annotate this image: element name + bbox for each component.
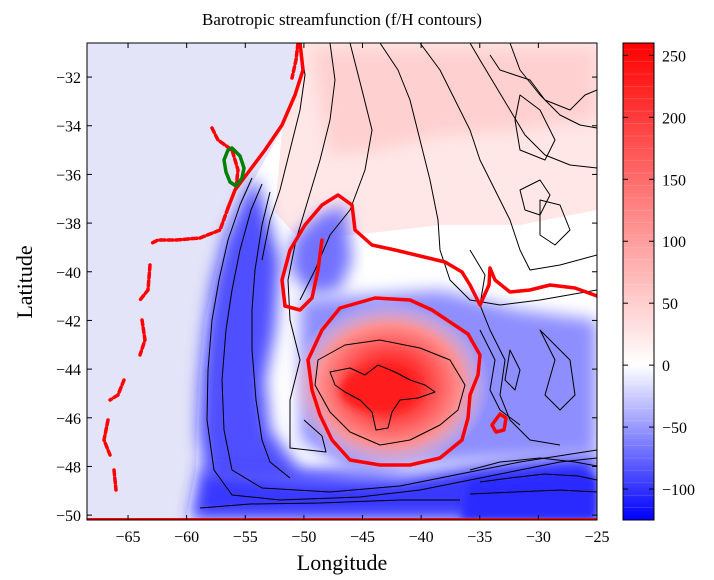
plot-area xyxy=(87,43,597,520)
fh-contour xyxy=(479,329,521,426)
colorbar-frame xyxy=(622,42,655,521)
fh-contour xyxy=(479,473,597,483)
y-tick-label: −42 xyxy=(56,313,81,330)
zero-contour-eddy xyxy=(490,412,508,434)
x-tick-label: −35 xyxy=(467,529,492,546)
chart-title: Barotropic streamfunction (f/H contours) xyxy=(202,10,482,29)
fh-contour xyxy=(469,43,597,169)
colorbar-ticks: 250 200 150 100 50 0 −50 −100 xyxy=(623,48,695,499)
colorbar-tick-label: −100 xyxy=(662,482,695,499)
x-tick-label: −45 xyxy=(350,529,375,546)
fh-contour xyxy=(221,183,597,493)
y-tick-label: −32 xyxy=(56,70,81,87)
fh-contour xyxy=(379,43,597,306)
fh-contour xyxy=(419,43,597,271)
y-tick-label: −48 xyxy=(56,459,81,476)
fh-contour xyxy=(519,179,551,216)
colorbar-tick-label: 200 xyxy=(662,110,686,127)
colorbar-tick-label: −50 xyxy=(662,420,687,437)
x-tick-label: −30 xyxy=(526,529,551,546)
highlight-contour xyxy=(222,146,246,188)
colorbar-gradient xyxy=(623,43,654,520)
fh-contour xyxy=(287,43,336,453)
y-tick-label: −38 xyxy=(56,216,81,233)
fh-contour xyxy=(314,339,466,446)
y-tick-label: −44 xyxy=(56,362,81,379)
fh-contour xyxy=(469,249,561,446)
colorbar: 250 200 150 100 50 0 −50 −100 xyxy=(622,42,695,521)
fh-contour xyxy=(329,364,436,431)
fh-contour xyxy=(469,457,597,471)
zero-contour-tongue xyxy=(280,193,597,308)
fh-contours xyxy=(199,43,597,509)
zero-contours xyxy=(87,43,597,520)
fh-contour xyxy=(539,329,576,411)
y-tick-label: −34 xyxy=(56,119,81,136)
fh-contour xyxy=(251,191,291,479)
colorbar-tick-label: 150 xyxy=(662,172,686,189)
fh-contour xyxy=(206,177,597,501)
y-tick-label: −36 xyxy=(56,167,81,184)
colorbar-tick-label: 0 xyxy=(662,358,670,375)
x-tick-label: −65 xyxy=(116,529,141,546)
fh-contour xyxy=(469,489,597,495)
fh-contour xyxy=(509,43,597,129)
south-east-low-field xyxy=(460,470,597,520)
plot-frame xyxy=(86,42,598,521)
fh-contour xyxy=(514,94,556,161)
y-axis-label: Latitude xyxy=(12,245,37,318)
fh-contour xyxy=(261,43,306,261)
colorbar-tick-label: 250 xyxy=(662,48,686,65)
fh-contour xyxy=(489,54,597,111)
streamfunction-field xyxy=(87,43,597,520)
y-tick-label: −46 xyxy=(56,411,81,428)
north-positive-field xyxy=(310,48,597,155)
colorbar-tick-label: 50 xyxy=(662,296,678,313)
fh-contour xyxy=(504,349,521,391)
colorbar-tick-label: 100 xyxy=(662,234,686,251)
y-axis: −32 −34 −36 −38 −40 −42 −44 −46 −48 −50 xyxy=(56,70,597,525)
x-tick-label: −40 xyxy=(409,529,434,546)
fh-contour xyxy=(199,499,460,509)
anticyclonic-core-field xyxy=(340,368,420,412)
x-tick-label: −25 xyxy=(584,529,609,546)
zero-contour-tongue-tip xyxy=(283,238,324,312)
fh-contour xyxy=(539,199,571,246)
y-tick-label: −40 xyxy=(56,265,81,282)
x-tick-label: −60 xyxy=(174,529,199,546)
x-tick-label: −50 xyxy=(291,529,316,546)
shelf-band-low-field xyxy=(198,175,420,485)
x-axis-label: Longitude xyxy=(297,550,387,575)
x-tick-label: −55 xyxy=(233,529,258,546)
x-axis: −65 −60 −55 −50 −45 −40 −35 −30 −25 xyxy=(116,43,610,546)
y-tick-label: −50 xyxy=(56,508,81,525)
zero-contour-high xyxy=(306,296,482,467)
shelf-light-field xyxy=(87,43,303,520)
